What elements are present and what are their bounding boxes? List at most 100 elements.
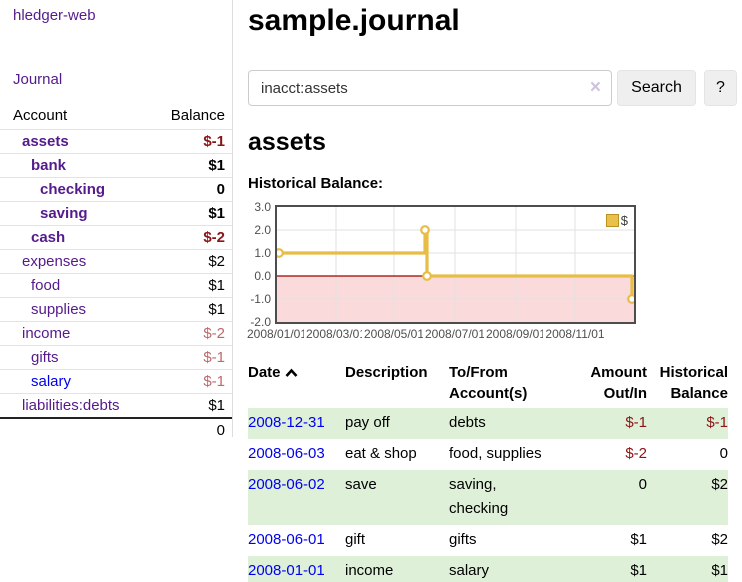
transaction-balance: $-1 [706,414,728,431]
app-title-link[interactable]: hledger-web [13,7,96,24]
account-total-row: 0 [0,417,232,442]
account-row-gifts: gifts $-1 [0,345,232,370]
account-row-liabilities-debts: liabilities:debts $1 [0,393,232,418]
account-link-liabilities-debts[interactable]: liabilities:debts [22,397,120,414]
account-balance: $-2 [153,321,232,346]
x-axis-tick: 2008/05/01 [362,327,426,342]
transaction-date-link[interactable]: 2008-01-01 [248,562,325,579]
account-row-income: income $-2 [0,321,232,346]
page-title: sample.journal [248,4,460,37]
transaction-balance: $2 [711,476,728,493]
account-balance: $-1 [153,369,232,394]
account-balance: $1 [153,393,232,418]
accounts-column-header: To/From Account(s) [449,364,528,402]
account-row-cash: cash $-2 [0,225,232,250]
account-link-cash[interactable]: cash [31,229,66,246]
sort-ascending-icon [285,368,297,377]
search-button[interactable]: Search [617,70,696,106]
total-balance: 0 [153,417,232,442]
transaction-accounts: gifts [449,531,477,548]
x-axis-tick: 2008/11/01 [543,327,607,342]
search-input[interactable] [248,70,612,106]
balance-column-header: Balance [170,107,225,124]
transaction-date-link[interactable]: 2008-06-01 [248,531,325,548]
transaction-amount: $-1 [625,414,647,431]
account-link-bank[interactable]: bank [31,157,67,174]
transaction-balance: $1 [711,562,728,579]
account-link-salary[interactable]: salary [31,373,72,390]
account-balance: $2 [153,249,232,274]
y-axis-tick: -1.0 [250,292,271,306]
register-row: 2008-06-02 save saving, checking 0 $2 [248,470,728,525]
account-link-supplies[interactable]: supplies [31,301,87,318]
account-balance: $-1 [153,345,232,370]
balance-column-header: Historical Balance [659,364,728,402]
amount-column-header: Amount Out/In [590,364,647,402]
transaction-description: income [345,562,394,579]
account-link-assets[interactable]: assets [22,133,69,150]
sidebar: hledger-web Journal Account Balance asse… [0,0,233,442]
account-balance-table: Account Balance assets $-1 bank $1 check… [0,103,232,442]
account-balance: $1 [153,273,232,298]
chart-legend: $ [604,213,629,228]
account-column-header: Account [13,107,68,124]
sidebar-item-journal[interactable]: Journal [13,71,63,88]
x-axis-tick: 2008/03/01 [304,327,368,342]
transaction-date-link[interactable]: 2008-06-03 [248,445,325,462]
account-balance: $1 [153,153,232,178]
account-balance: $1 [153,201,232,226]
search-input-wrap: × [248,70,612,106]
account-row-saving: saving $1 [0,201,232,226]
register-row: 2008-01-01 income salary $1 $1 [248,556,728,582]
account-row-food: food $1 [0,273,232,298]
account-row-checking: checking 0 [0,177,232,202]
register-table: Date Description To/From Account(s) Amou… [248,359,728,582]
section-title-assets: assets [248,128,326,156]
register-header-row: Date Description To/From Account(s) Amou… [248,359,728,408]
y-axis-tick: -2.0 [250,315,271,329]
account-link-saving[interactable]: saving [40,205,88,222]
transaction-amount: $1 [630,562,647,579]
x-axis-tick: 2008/01/01 [245,327,309,342]
transaction-accounts: food, supplies [449,445,542,462]
description-column-header: Description [345,364,428,381]
transaction-balance: 0 [719,445,728,462]
clear-search-icon[interactable]: × [589,77,601,98]
account-row-bank: bank $1 [0,153,232,178]
transaction-description: eat & shop [345,445,417,462]
account-link-expenses[interactable]: expenses [22,253,87,270]
x-axis-tick: 2008/09/01 [484,327,548,342]
register-row: 2008-06-03 eat & shop food, supplies $-2… [248,439,728,470]
transaction-amount: 0 [638,476,647,493]
account-table-header: Account Balance [0,103,232,130]
date-header-label: Date [248,364,281,381]
account-link-food[interactable]: food [31,277,61,294]
transaction-date-link[interactable]: 2008-06-02 [248,476,325,493]
data-point-markers [277,225,634,304]
y-axis-tick: 0.0 [254,269,271,283]
date-column-header[interactable]: Date [248,359,345,408]
legend-series-label: $ [620,213,628,228]
transaction-amount: $-2 [625,445,647,462]
account-link-checking[interactable]: checking [40,181,106,198]
transaction-amount: $1 [630,531,647,548]
transaction-description: pay off [345,414,390,431]
transaction-description: gift [345,531,366,548]
transaction-date-link[interactable]: 2008-12-31 [248,414,325,431]
register-row: 2008-06-01 gift gifts $1 $2 [248,525,728,556]
account-link-gifts[interactable]: gifts [31,349,59,366]
transaction-balance: $2 [711,531,728,548]
account-link-income[interactable]: income [22,325,71,342]
historical-balance-chart: $ [275,205,636,324]
account-row-supplies: supplies $1 [0,297,232,322]
transaction-accounts: debts [449,414,486,431]
account-row-expenses: expenses $2 [0,249,232,274]
y-axis-tick: 3.0 [254,200,271,214]
chart-title-label: Historical Balance: [248,175,384,192]
transaction-accounts: salary [449,562,490,579]
help-button[interactable]: ? [704,70,737,106]
account-balance: $1 [153,297,232,322]
transaction-description: save [345,476,377,493]
account-balance: 0 [153,177,232,202]
